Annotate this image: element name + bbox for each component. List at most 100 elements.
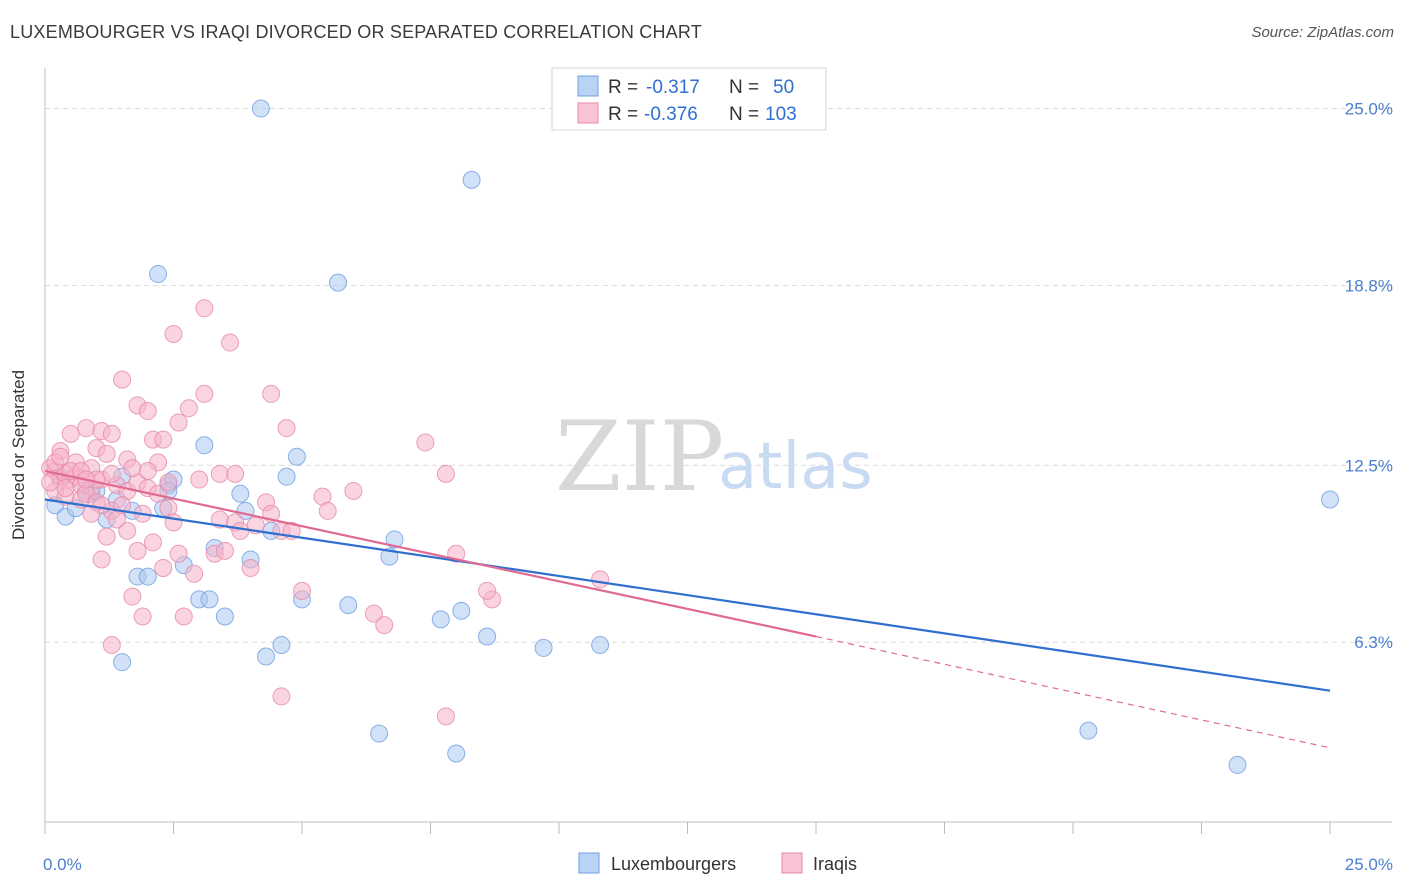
iraqis-point — [226, 464, 245, 483]
y-tick-label: 25.0% — [1345, 100, 1393, 119]
iraqis-point — [164, 324, 183, 343]
iraqis-point — [174, 607, 193, 626]
iraqis-point — [164, 513, 183, 532]
legend-n-value-2: 103 — [765, 104, 797, 125]
iraqis-point — [277, 419, 296, 438]
y-tick-label: 18.8% — [1345, 276, 1393, 295]
luxembourgers-trend-line — [44, 498, 1331, 692]
iraqis-point — [262, 384, 281, 403]
iraqis-point — [138, 461, 157, 480]
iraqis-point — [344, 481, 363, 500]
luxembourgers-point — [277, 467, 296, 486]
iraqis-point — [97, 444, 116, 463]
bottom-legend-label-luxembourgers: Luxembourgers — [611, 854, 736, 874]
iraqis-point — [195, 384, 214, 403]
luxembourgers-point — [370, 724, 389, 743]
luxembourgers-point — [431, 610, 450, 629]
iraqis-point — [102, 464, 121, 483]
legend-r-value-2: -0.376 — [644, 104, 698, 125]
top-legend: R = -0.317 N = 50 R = -0.376 N = 103 — [551, 67, 827, 131]
iraqis-point — [591, 570, 610, 589]
iraqis-point — [118, 521, 137, 540]
x-tick-label: 0.0% — [43, 855, 82, 874]
luxembourgers-point — [272, 636, 291, 655]
iraqis-trend-line — [44, 469, 817, 638]
luxembourgers-point — [1321, 490, 1339, 509]
iraqis-point — [241, 559, 260, 578]
luxembourgers-point — [113, 653, 132, 672]
bottom-legend: Luxembourgers Iraqis — [578, 852, 857, 874]
iraqis-point — [97, 527, 116, 546]
iraqis-point — [436, 464, 455, 483]
luxembourgers-point — [287, 447, 306, 466]
luxembourgers-point — [200, 590, 219, 609]
legend-n-label-1: N = — [729, 77, 759, 98]
iraqis-point — [133, 607, 152, 626]
iraqis-point — [77, 419, 96, 438]
bottom-legend-swatch-iraqis — [781, 852, 803, 874]
bottom-legend-label-iraqis: Iraqis — [813, 854, 857, 874]
y-tick-labels: 6.3% 12.5% 18.8% 25.0% — [1345, 100, 1393, 653]
luxembourgers-point — [385, 530, 404, 549]
iraqis-point — [138, 402, 157, 421]
watermark: ZIP atlas — [555, 401, 873, 513]
legend-swatch-luxembourgers — [577, 75, 599, 97]
iraqis-point — [185, 564, 204, 583]
legend-r-label-1: R = — [608, 77, 638, 98]
luxembourgers-point — [452, 601, 471, 620]
watermark-atlas: atlas — [718, 430, 873, 504]
luxembourgers-point — [1079, 721, 1098, 740]
legend-r-value-1: -0.317 — [646, 77, 700, 98]
iraqis-point — [51, 447, 70, 466]
luxembourgers-point — [231, 484, 250, 503]
bottom-legend-swatch-luxembourgers — [578, 852, 600, 874]
luxembourgers-point — [251, 99, 270, 118]
iraqis-point — [159, 473, 178, 492]
luxembourgers-point — [591, 636, 610, 655]
iraqis-point — [102, 636, 121, 655]
luxembourgers-point — [257, 647, 276, 666]
iraqis-point — [190, 470, 209, 489]
iraqis-point — [221, 333, 240, 352]
iraqis-point — [113, 370, 132, 389]
iraqis-point — [82, 504, 101, 523]
luxembourgers-point — [149, 265, 168, 284]
y-tick-label: 6.3% — [1354, 633, 1393, 652]
x-tick-label: 25.0% — [1345, 855, 1393, 874]
watermark-zip: ZIP — [555, 401, 724, 513]
legend-n-value-1: 50 — [773, 77, 794, 98]
iraqis-point — [215, 541, 234, 560]
iraqis-point — [123, 587, 142, 606]
iraqis-point — [318, 501, 337, 520]
trend-lines — [44, 469, 1331, 749]
iraqis-point — [56, 479, 75, 498]
iraqis-point — [416, 433, 435, 452]
iraqis-point — [92, 550, 111, 569]
iraqis-point — [154, 430, 173, 449]
x-tick-labels: 0.0% 25.0% — [43, 855, 1393, 874]
iraqis-point — [143, 533, 162, 552]
legend-r-label-2: R = — [608, 104, 638, 125]
iraqis-point — [375, 616, 394, 635]
iraqis-point — [107, 510, 126, 529]
iraqis-point — [436, 707, 455, 726]
luxembourgers-point — [534, 638, 553, 657]
iraqis-point — [169, 413, 188, 432]
iraqis-point — [102, 424, 121, 443]
iraqis-point — [364, 604, 383, 623]
iraqis-point — [272, 687, 291, 706]
legend-swatch-iraqis — [577, 102, 599, 124]
iraqis-point — [210, 464, 229, 483]
axes — [44, 68, 1392, 834]
luxembourgers-point — [328, 273, 347, 292]
source-credit: Source: ZipAtlas.com — [1251, 24, 1394, 41]
luxembourgers-point — [138, 567, 157, 586]
luxembourgers-point — [195, 436, 214, 455]
luxembourgers-point — [1228, 755, 1247, 774]
iraqis-point — [154, 559, 173, 578]
luxembourgers-point — [215, 607, 234, 626]
luxembourgers-point — [339, 596, 358, 615]
legend-n-label-2: N = — [729, 104, 759, 125]
iraqis-point — [41, 473, 60, 492]
